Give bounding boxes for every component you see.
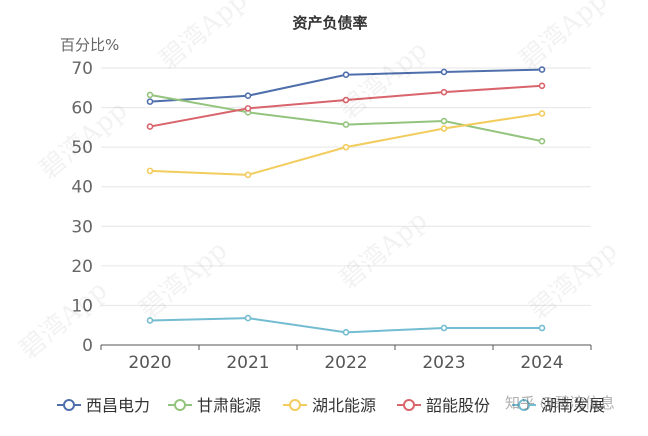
legend-label: 湖北能源 [312, 396, 376, 415]
series-2 [146, 110, 546, 179]
y-tick-label: 20 [71, 257, 93, 277]
data-point [538, 110, 546, 117]
data-point [440, 125, 448, 132]
data-point [244, 171, 252, 179]
data-point [440, 117, 448, 125]
data-point [244, 105, 252, 112]
data-point [538, 66, 546, 73]
data-point [244, 314, 252, 322]
x-tick-label: 2023 [422, 353, 465, 373]
x-tick-label: 2024 [520, 353, 563, 373]
legend-item: 湖北能源 [283, 396, 376, 415]
data-point [342, 329, 350, 336]
data-point [342, 143, 350, 151]
x-tick-label: 2022 [324, 353, 367, 373]
legend-label: 西昌电力 [86, 396, 150, 415]
series-4 [146, 314, 546, 336]
data-point [342, 71, 350, 79]
x-tick-label: 2021 [226, 353, 269, 373]
legend-marker [289, 399, 301, 411]
data-point [440, 88, 448, 96]
data-point [146, 123, 154, 130]
legend-label: 韶能股份 [426, 396, 490, 415]
data-point [146, 317, 154, 324]
legend-label: 湖南发展 [541, 396, 605, 415]
y-tick-label: 30 [71, 217, 93, 237]
legend-item: 韶能股份 [397, 396, 490, 415]
y-tick-label: 70 [71, 59, 93, 79]
series-0 [146, 66, 546, 105]
data-point [538, 82, 546, 90]
y-axis-label: 百分比% [60, 36, 119, 54]
legend-item: 西昌电力 [57, 396, 150, 415]
y-tick-label: 10 [71, 296, 93, 316]
x-tick-label: 2020 [128, 353, 171, 373]
data-point [342, 121, 350, 128]
legend-item: 甘肃能源 [168, 396, 261, 415]
data-point [146, 167, 154, 175]
data-point [146, 91, 154, 99]
legend-marker [403, 399, 415, 411]
data-point [538, 137, 546, 145]
series [146, 66, 546, 336]
y-tick-label: 0 [82, 336, 93, 356]
chart-title: 资产负债率 [292, 14, 367, 32]
y-tick-label: 40 [71, 178, 93, 198]
legend-marker [63, 399, 75, 411]
legend-marker [518, 399, 530, 411]
y-tick-label: 50 [71, 138, 93, 158]
data-point [440, 324, 448, 332]
legend-marker [174, 399, 186, 411]
data-point [538, 324, 546, 332]
source-watermark: 知乎 @碧湾信息 [505, 394, 615, 412]
legend-label: 甘肃能源 [197, 396, 261, 415]
series-3 [146, 82, 546, 130]
grid [101, 67, 591, 306]
axes: 0 10 20 30 40 50 60 70 2020 2021 2022 2023 2024 [71, 59, 592, 373]
data-point [146, 98, 154, 105]
data-point [440, 68, 448, 76]
legend-item: 湖南发展 [512, 396, 605, 415]
legend: 西昌电力 甘肃能源 湖北能源 韶能股份 湖南发展 [57, 396, 605, 415]
data-point [342, 96, 350, 104]
y-tick-label: 60 [71, 99, 93, 119]
data-point [244, 92, 252, 99]
series-1 [146, 91, 546, 145]
